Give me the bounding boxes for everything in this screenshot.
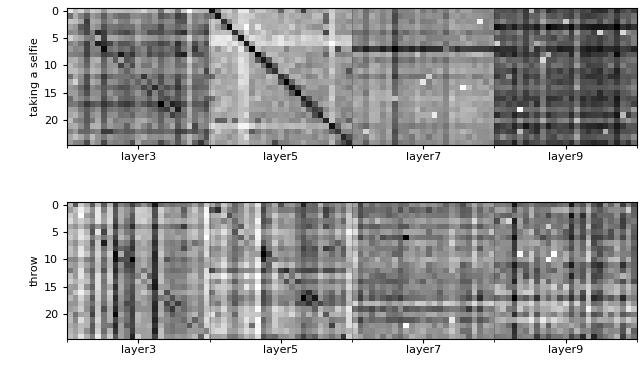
Y-axis label: taking a selfie: taking a selfie xyxy=(30,37,40,116)
Y-axis label: throw: throw xyxy=(30,254,40,286)
